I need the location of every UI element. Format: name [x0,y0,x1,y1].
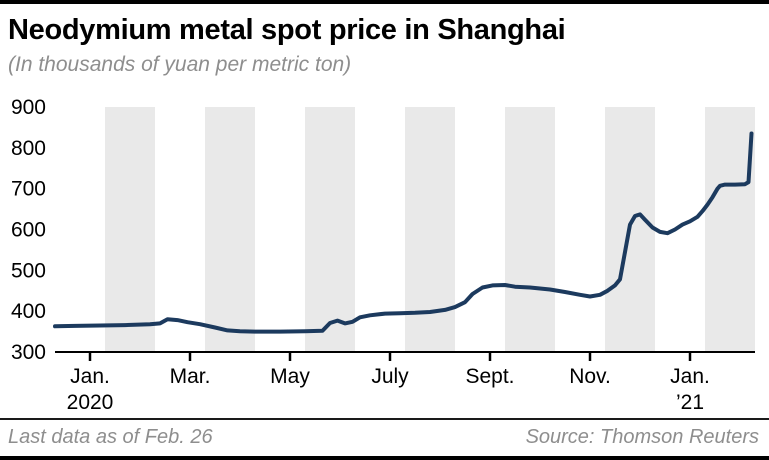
y-axis-label: 500 [11,259,46,282]
month-shading-band [105,107,155,352]
x-axis-label: Nov. [569,365,611,388]
x-axis-label: Mar. [170,365,211,388]
month-shading-band [305,107,355,352]
y-axis-label: 600 [11,219,46,242]
x-axis-sublabel: 2020 [67,391,114,414]
x-axis-label: May [270,365,310,388]
x-axis-label: Jan. [70,365,110,388]
chart-subtitle: (In thousands of yuan per metric ton) [8,53,352,76]
month-shading-band [405,107,455,352]
x-axis-label: July [371,365,409,388]
y-axis-label: 700 [11,178,46,201]
x-axis-sublabel: ’21 [676,391,704,414]
bottom-border [0,456,769,460]
y-axis-label: 300 [11,341,46,364]
footer-divider [0,418,769,420]
x-axis-label: Sept. [465,365,514,388]
top-border [0,0,769,4]
y-axis-label: 900 [11,96,46,119]
x-axis-label: Jan. [670,365,710,388]
month-shading-band [705,107,755,352]
y-axis-label: 400 [11,300,46,323]
month-shading-band [205,107,255,352]
last-data-note: Last data as of Feb. 26 [8,426,213,448]
chart-title: Neodymium metal spot price in Shanghai [8,14,566,46]
price-line-series [53,131,754,334]
source-credit: Source: Thomson Reuters [525,426,759,448]
y-axis-label: 800 [11,137,46,160]
month-shading-band [505,107,555,352]
footer: Last data as of Feb. 26 Source: Thomson … [8,426,759,449]
